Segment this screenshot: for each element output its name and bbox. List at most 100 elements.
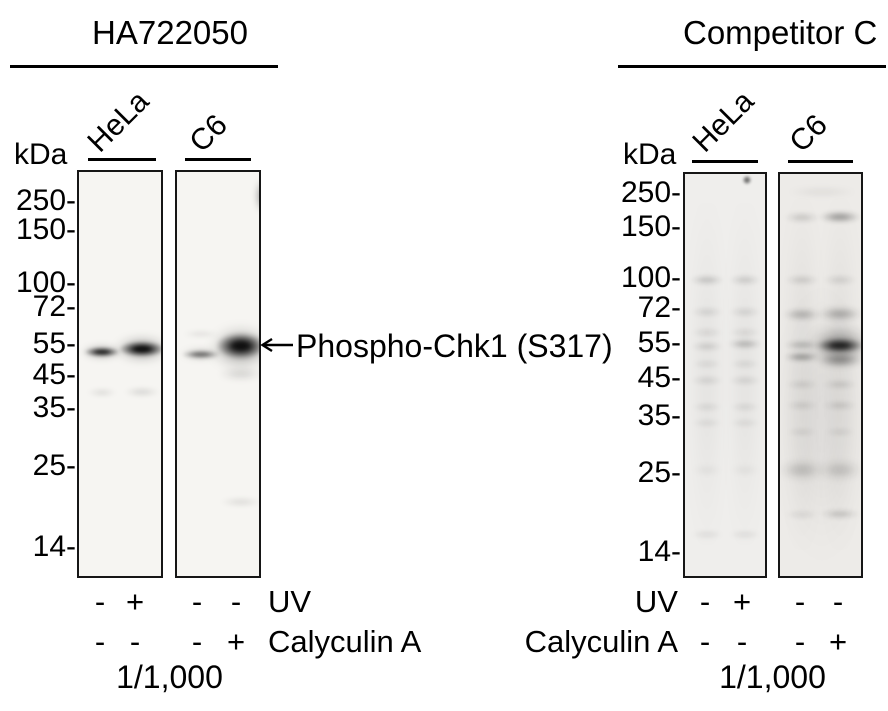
right-group-label-c6: C6: [783, 108, 834, 159]
blot-band: [255, 179, 259, 213]
blot-band: [690, 275, 724, 285]
blot-band: [730, 184, 760, 564]
left-arrow-icon: [260, 337, 293, 353]
left-c6-underline: [185, 158, 251, 161]
blot-band: [692, 465, 722, 475]
blot-band: [210, 326, 259, 370]
blot-band: [784, 352, 820, 362]
right-marker-72: 72-: [637, 291, 681, 324]
blot-band: [823, 400, 857, 410]
right-marker-55: 55-: [637, 326, 681, 359]
blot-band: [692, 419, 722, 427]
blot-band: [730, 419, 760, 427]
blot-band: [124, 387, 160, 397]
right-marker-25: 25-: [637, 456, 681, 489]
right-calyculin-lane3: -: [794, 624, 806, 659]
right-hela-underline: [692, 160, 758, 163]
right-c6-underline: [788, 160, 853, 163]
blot-band: [730, 360, 760, 368]
blot-band: [784, 340, 820, 350]
left-uv-lane1: -: [94, 584, 106, 619]
right-calyculin-lane1: -: [699, 624, 711, 659]
blot-band: [87, 387, 117, 397]
left-marker-35: 35-: [32, 391, 76, 424]
blot-band: [818, 307, 861, 321]
right-marker-35: 35-: [637, 399, 681, 432]
right-marker-45: 45-: [637, 361, 681, 394]
blot-band: [728, 339, 762, 349]
left-calyculin-lane1: -: [94, 624, 106, 659]
blot-band: [817, 353, 861, 367]
left-uv-lane3: -: [191, 584, 203, 619]
left-group-label-hela: HeLa: [81, 84, 156, 159]
right-uv-lane3: -: [794, 584, 806, 619]
left-hela-underline: [88, 158, 156, 161]
blot-band: [810, 325, 861, 365]
left-dilution-label: 1/1,000: [116, 659, 223, 695]
blot-band: [691, 341, 723, 351]
blot-band: [742, 175, 752, 185]
left-marker-100: 100-: [15, 266, 76, 299]
blot-band: [820, 509, 860, 519]
blot-band: [824, 184, 856, 564]
blot-band: [780, 284, 861, 564]
blot-band: [692, 403, 722, 411]
blot-ha722050-c6: [175, 170, 261, 578]
blot-band: [729, 375, 761, 385]
blot-band: [823, 379, 857, 389]
left-calyculin-row-label: Calyculin A: [268, 624, 422, 659]
right-calyculin-lane4: +: [828, 624, 848, 659]
blot-band: [786, 400, 818, 410]
right-uv-row-label: UV: [634, 584, 678, 619]
blot-band: [691, 307, 723, 317]
left-uv-lane4: -: [230, 584, 242, 619]
blot-band: [692, 360, 722, 368]
blot-band: [220, 497, 259, 507]
right-marker-14: 14-: [637, 535, 681, 568]
blot-band: [730, 465, 760, 475]
right-uv-lane2: +: [732, 584, 752, 619]
right-calyculin-lane2: -: [736, 624, 748, 659]
left-uv-row-label: UV: [268, 584, 312, 619]
right-title-underline: [618, 65, 886, 68]
left-marker-25: 25-: [32, 449, 76, 482]
blot-band: [729, 275, 761, 285]
left-calyculin-lane3: -: [191, 624, 203, 659]
right-kda-unit-label: kDa: [623, 138, 677, 171]
blot-band: [80, 343, 124, 361]
blot-band: [787, 187, 857, 197]
blot-band: [818, 461, 861, 479]
blot-band: [816, 337, 861, 353]
blot-band: [692, 184, 722, 564]
blot-band: [825, 428, 855, 436]
right-group-label-hela: HeLa: [686, 84, 761, 159]
right-marker-150: 150-: [620, 210, 681, 243]
left-marker-45: 45-: [32, 358, 76, 391]
blot-band: [785, 275, 819, 285]
blot-band: [784, 211, 820, 223]
right-dilution-label: 1/1,000: [719, 659, 826, 695]
blot-band: [785, 509, 819, 519]
blot-competitor-c6: [778, 172, 863, 578]
blot-band: [691, 375, 723, 385]
left-marker-55: 55-: [32, 327, 76, 360]
left-calyculin-lane2: -: [129, 624, 141, 659]
blot-band: [119, 341, 161, 357]
left-marker-72: 72-: [32, 290, 76, 323]
blot-band: [730, 403, 760, 411]
blot-ha722050-hela: [77, 170, 163, 578]
blot-band: [729, 529, 761, 539]
right-marker-250: 250-: [620, 176, 681, 209]
left-kda-unit-label: kDa: [14, 138, 68, 171]
blot-band: [114, 335, 161, 363]
blot-band: [179, 346, 223, 362]
blot-band: [216, 333, 259, 359]
left-title-underline: [10, 65, 278, 68]
blot-band: [819, 211, 861, 223]
left-marker-250: 250-: [15, 184, 76, 217]
left-panel-title: HA722050: [92, 14, 248, 51]
blot-band: [729, 307, 761, 317]
blot-band: [787, 428, 817, 436]
left-marker-14: 14-: [32, 530, 76, 563]
